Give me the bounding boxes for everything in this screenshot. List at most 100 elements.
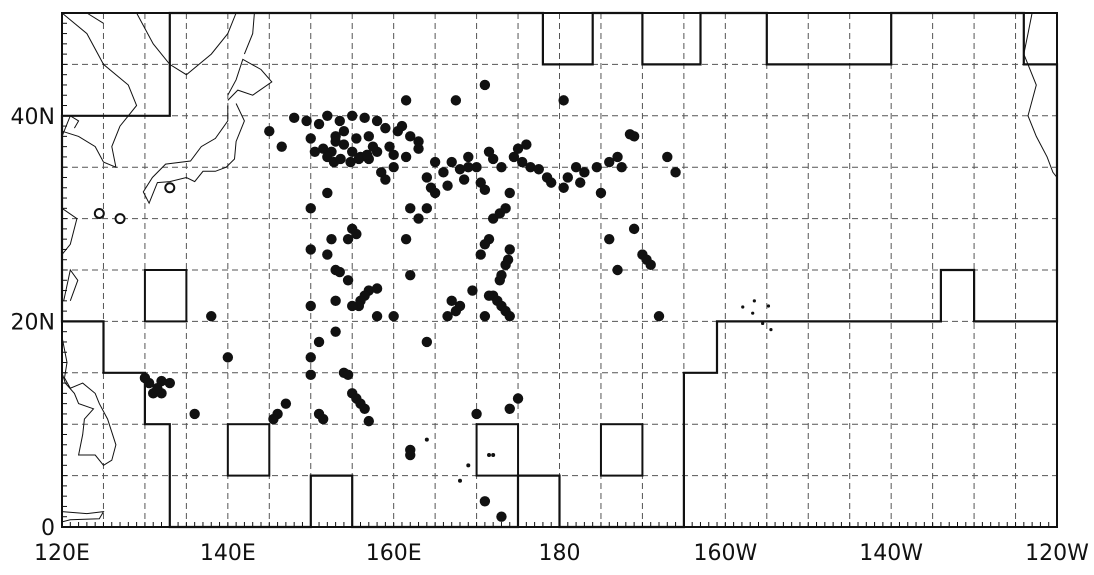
data-point xyxy=(612,151,623,163)
data-point xyxy=(305,203,316,214)
data-point xyxy=(421,172,433,183)
data-point xyxy=(521,139,532,150)
data-point xyxy=(276,141,287,152)
data-point xyxy=(313,336,325,348)
data-point xyxy=(152,383,163,394)
hollow-marker xyxy=(164,182,176,194)
data-point xyxy=(496,162,507,173)
data-point xyxy=(628,223,640,235)
data-point xyxy=(396,120,408,132)
coastline xyxy=(142,103,245,205)
data-point xyxy=(405,449,416,461)
data-point xyxy=(494,275,505,286)
data-point xyxy=(317,143,329,154)
coastline xyxy=(136,12,237,76)
data-point xyxy=(570,162,582,173)
data-point xyxy=(653,311,665,322)
coastline xyxy=(61,115,80,137)
data-point xyxy=(670,167,681,178)
data-point xyxy=(604,156,615,168)
data-point xyxy=(516,156,528,168)
data-point xyxy=(335,153,346,165)
data-point xyxy=(421,336,433,348)
data-point xyxy=(467,285,478,296)
y-tick-label: 40N xyxy=(11,105,55,130)
island xyxy=(761,321,765,326)
data-point xyxy=(371,311,383,322)
data-point xyxy=(345,156,356,168)
data-point xyxy=(367,141,379,152)
data-point xyxy=(384,141,395,152)
data-point xyxy=(322,110,333,122)
data-point xyxy=(604,233,615,245)
region-box xyxy=(475,423,520,477)
small-mark xyxy=(424,437,429,442)
coastline xyxy=(63,268,79,301)
hollow-marker xyxy=(93,207,105,219)
data-point xyxy=(487,153,499,165)
island xyxy=(751,311,755,315)
data-point xyxy=(313,118,325,130)
small-mark xyxy=(487,453,492,458)
data-point xyxy=(450,305,462,317)
data-point xyxy=(405,269,416,281)
data-point xyxy=(496,511,507,522)
x-tick-label: 160E xyxy=(366,541,422,566)
data-point xyxy=(479,496,491,507)
coastline xyxy=(227,58,273,101)
y-tick-label: 20N xyxy=(11,310,55,335)
data-point xyxy=(338,126,350,137)
data-point xyxy=(450,95,462,106)
island xyxy=(766,304,771,308)
data-point xyxy=(446,156,457,168)
data-point xyxy=(624,129,636,140)
data-point xyxy=(504,244,515,255)
region-box xyxy=(599,423,644,477)
data-point xyxy=(371,283,383,294)
data-point xyxy=(662,151,673,163)
data-point xyxy=(309,146,321,157)
data-point xyxy=(579,167,590,178)
region-box xyxy=(226,423,271,477)
data-point xyxy=(264,126,275,137)
data-point xyxy=(334,115,345,127)
data-point xyxy=(380,174,391,185)
coastline xyxy=(61,207,78,255)
data-point xyxy=(512,393,524,404)
data-point xyxy=(471,162,482,173)
data-point xyxy=(305,369,316,381)
data-point xyxy=(371,115,383,127)
data-point xyxy=(429,156,441,168)
island xyxy=(741,305,745,309)
data-point xyxy=(504,311,515,322)
data-point xyxy=(330,326,341,337)
data-point xyxy=(342,275,354,286)
data-point xyxy=(322,249,333,260)
x-tick-label: 160W xyxy=(693,541,757,566)
data-point xyxy=(575,177,586,188)
x-tick-label: 180 xyxy=(539,541,581,566)
map-frame xyxy=(61,12,1058,528)
data-point xyxy=(558,95,569,106)
data-point xyxy=(317,413,329,425)
small-mark xyxy=(458,478,462,483)
island xyxy=(769,328,773,332)
data-point xyxy=(558,182,569,193)
data-point xyxy=(471,408,482,420)
data-point xyxy=(388,311,399,322)
data-point xyxy=(305,133,316,144)
data-point xyxy=(612,264,623,276)
coastline xyxy=(61,510,105,523)
data-point xyxy=(425,182,437,193)
region-box xyxy=(143,269,188,323)
data-point xyxy=(413,213,424,224)
data-point xyxy=(268,413,279,425)
data-point xyxy=(508,151,520,163)
data-point xyxy=(616,162,627,173)
data-point xyxy=(504,187,515,199)
data-point xyxy=(525,162,536,173)
data-point xyxy=(347,300,358,312)
x-tick-label: 120W xyxy=(1025,541,1089,566)
data-point xyxy=(591,162,603,173)
